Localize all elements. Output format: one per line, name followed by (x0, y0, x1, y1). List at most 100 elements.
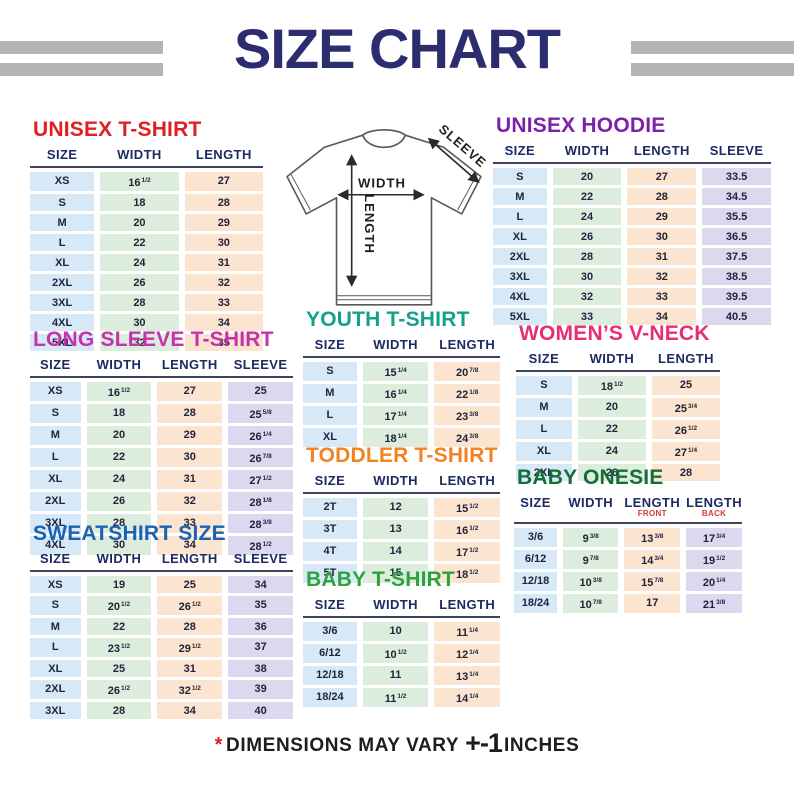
cell: 19 (86, 575, 152, 593)
header-rule (303, 355, 500, 358)
cell: 10 (362, 621, 429, 641)
cell: 161/4 (362, 383, 429, 403)
cell: 34 (157, 701, 223, 719)
cell: 2XL (516, 463, 572, 481)
cell: 22 (100, 233, 179, 251)
cell: 11 (362, 665, 429, 685)
cell: 27 (184, 171, 263, 191)
cell: XS (30, 575, 81, 593)
cell: 29 (627, 207, 697, 225)
cell: S (30, 193, 95, 211)
column-header: SIZE (46, 147, 78, 162)
cell: 30 (86, 535, 152, 555)
cell: M (30, 425, 81, 445)
cell: M (516, 397, 572, 417)
cell: 261/4 (228, 425, 293, 445)
column-header: SIZE (528, 351, 560, 366)
cell: S (30, 595, 81, 615)
header-rule (493, 161, 771, 164)
cell: 34 (228, 575, 293, 593)
cell: XS (30, 171, 95, 191)
cell: 3/6 (514, 528, 558, 548)
cell: 101/2 (362, 643, 429, 663)
column-header: SIZE (504, 143, 536, 158)
cell: 5XL (493, 307, 547, 325)
sweatshirt-title: SWEATSHIRT SIZE (33, 522, 226, 545)
cell: 32 (100, 333, 179, 351)
cell: 22 (86, 447, 152, 467)
cell: XL (303, 427, 357, 447)
baby-tshirt-section: BABY T-SHIRT SIZE WIDTH LENGTH 3/6 10 111/4 6/1… (303, 569, 500, 707)
long-sleeve-tshirt-table: SIZE WIDTH LENGTH SLEEVE XS 161/2 27 25 S 18 28 255… (30, 357, 293, 555)
long-sleeve-tshirt-title: LONG SLEEVE T-SHIRT (33, 328, 274, 351)
cell: 22 (552, 187, 622, 205)
column-header: SIZE (314, 597, 346, 612)
column-header: SIZE (40, 551, 71, 566)
cell: 271/4 (651, 441, 720, 461)
header-bar-right-bottom (631, 63, 794, 76)
cell: 34 (184, 313, 263, 331)
cell: 121/4 (434, 643, 500, 663)
cell: 20 (552, 167, 622, 185)
header-rule (514, 522, 742, 525)
cell: 28 (552, 247, 622, 265)
cell: 30 (100, 313, 179, 331)
youth-tshirt-section: YOUTH T-SHIRT SIZE WIDTH LENGTH S 151/4 207/8 M… (303, 309, 500, 447)
header-rule (30, 165, 263, 168)
cell: 25 (86, 659, 152, 677)
cell: 173/4 (686, 528, 742, 548)
cell: 261/2 (651, 419, 720, 439)
cell: L (516, 419, 572, 439)
youth-tshirt-title: YOUTH T-SHIRT (306, 308, 470, 331)
cell: 207/8 (434, 361, 500, 381)
unisex-hoodie-title: UNISEX HOODIE (496, 114, 666, 137)
cell: 2XL (493, 247, 547, 265)
cell: 28 (86, 513, 152, 533)
cell: 171/2 (434, 541, 500, 561)
column-header: WIDTH (373, 337, 418, 352)
cell: M (303, 383, 357, 403)
cell: M (493, 187, 547, 205)
column-header: SLEEVE (709, 143, 764, 158)
header-rule (516, 369, 720, 372)
cell: 25 (228, 381, 293, 401)
cell: 37 (228, 637, 293, 657)
footer-unit: INCHES (503, 735, 580, 756)
cell: M (30, 617, 81, 635)
cell: 22 (577, 419, 646, 439)
cell: 231/2 (86, 637, 152, 657)
column-header: SIZE (314, 473, 346, 488)
cell: 111/4 (434, 621, 500, 641)
cell: L (303, 405, 357, 425)
cell: S (516, 375, 572, 395)
cell: 2XL (30, 491, 81, 511)
column-header: SLEEVE (233, 357, 288, 372)
baby-tshirt-table: SIZE WIDTH LENGTH 3/6 10 111/4 6/12 101/2 121/4 1… (303, 597, 500, 707)
cell: 281/2 (228, 535, 293, 555)
cell: 32 (184, 273, 263, 291)
cell: 26 (552, 227, 622, 245)
cell: 40 (228, 701, 293, 719)
cell: 35 (184, 333, 263, 351)
column-header: LENGTH (161, 357, 218, 372)
cell: 33 (184, 293, 263, 311)
column-header: LENGTH FRONT (624, 495, 681, 518)
cell: 28 (627, 187, 697, 205)
cell: 39 (228, 679, 293, 699)
cell: 283/8 (228, 513, 293, 533)
cell: 30 (157, 447, 223, 467)
cell: 24 (100, 253, 179, 271)
cell: 221/8 (434, 383, 500, 403)
youth-tshirt-table: SIZE WIDTH LENGTH S 151/4 207/8 M 161/4 221/8 L 17… (303, 337, 500, 447)
cell: 20 (100, 213, 179, 231)
cell: 157/8 (624, 572, 681, 592)
cell: 33 (627, 287, 697, 305)
length-label: LENGTH (362, 194, 377, 254)
column-header: WIDTH (117, 147, 162, 162)
cell: 243/8 (434, 427, 500, 447)
cell: 28 (651, 463, 720, 481)
cell: 281/8 (228, 491, 293, 511)
womens-vneck-title: WOMEN’S V-NECK (519, 322, 710, 345)
cell: 25 (651, 375, 720, 395)
cell: 37.5 (702, 247, 771, 265)
